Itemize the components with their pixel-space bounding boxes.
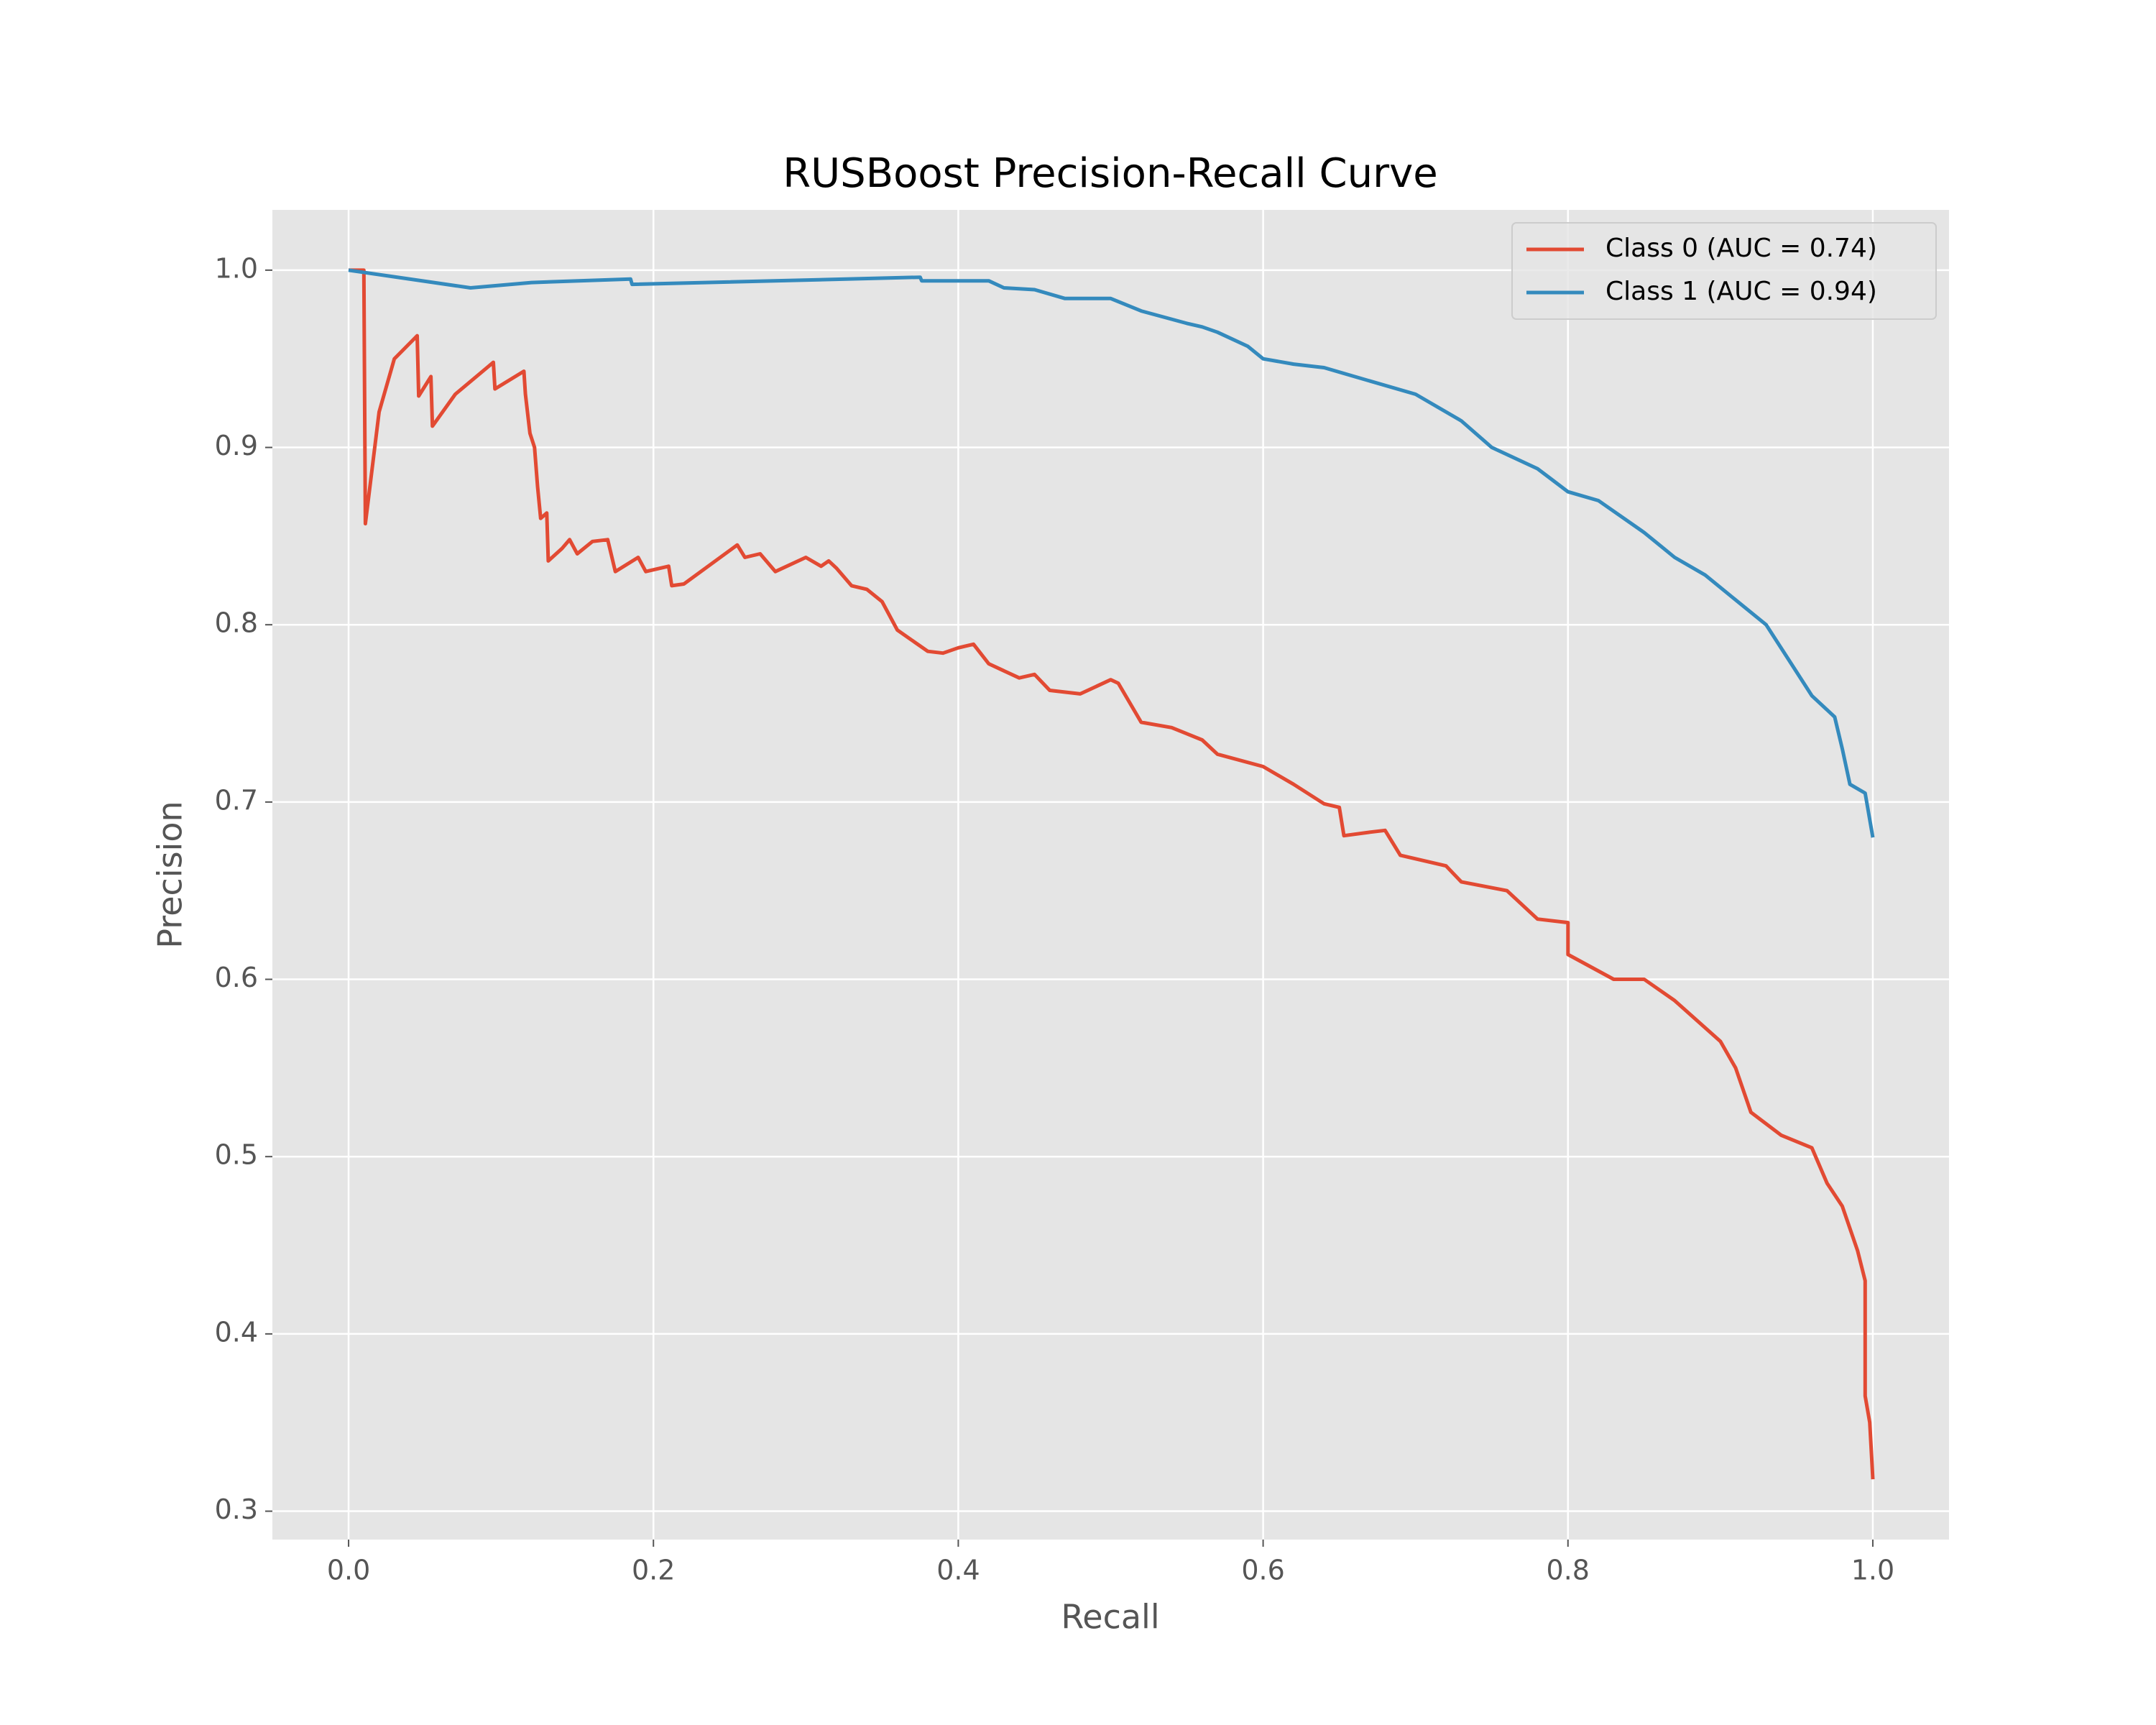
x-axis-label: Recall (1061, 1598, 1159, 1637)
legend-label: Class 0 (AUC = 0.74) (1606, 234, 1877, 263)
x-tick-label: 1.0 (1851, 1555, 1894, 1586)
legend-box (1511, 222, 1937, 320)
y-tick-label: 1.0 (215, 252, 258, 284)
x-tick-label: 0.0 (327, 1555, 370, 1586)
legend-label: Class 1 (AUC = 0.94) (1606, 277, 1877, 306)
y-axis-label: Precision (151, 801, 190, 948)
x-tick-label: 0.8 (1547, 1555, 1590, 1586)
y-tick-label: 0.4 (215, 1316, 258, 1348)
y-tick-label: 0.3 (215, 1494, 258, 1525)
y-tick-label: 0.7 (215, 784, 258, 816)
x-tick-label: 0.2 (632, 1555, 675, 1586)
plot-area (272, 210, 1949, 1540)
y-tick-label: 0.6 (215, 962, 258, 993)
x-tick-label: 0.4 (936, 1555, 980, 1586)
pr-curve (349, 268, 1875, 1480)
chart-title: RUSBoost Precision-Recall Curve (783, 150, 1437, 197)
pr-curve (348, 268, 1875, 838)
x-tick-label: 0.6 (1241, 1555, 1284, 1586)
y-tick-label: 0.8 (215, 607, 258, 639)
y-tick-label: 0.9 (215, 430, 258, 461)
y-tick-label: 0.5 (215, 1139, 258, 1171)
